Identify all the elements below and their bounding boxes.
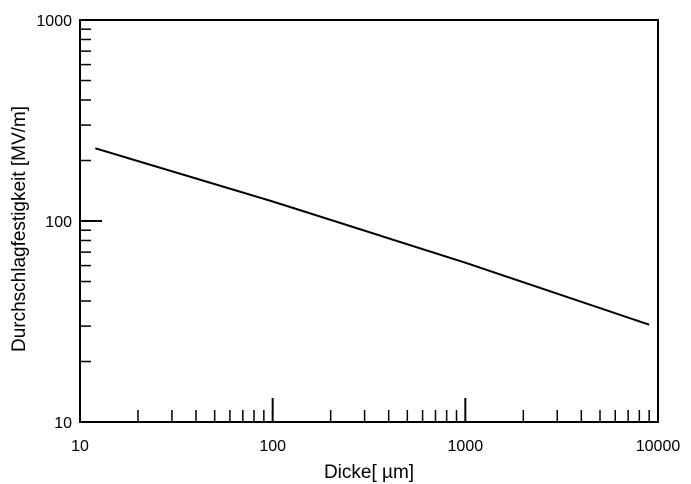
x-tick-labels: 10 100 1000 10000 xyxy=(71,438,680,455)
y-tick-labels: 10 100 1000 xyxy=(36,13,72,432)
y-tick-label: 1000 xyxy=(36,13,72,30)
y-tick-label: 10 xyxy=(54,415,72,432)
series-line xyxy=(95,147,650,326)
x-tick-label: 10000 xyxy=(636,438,681,455)
x-tick-label: 1000 xyxy=(448,438,484,455)
x-tick-label: 10 xyxy=(71,438,89,455)
y-tick-label: 100 xyxy=(45,214,72,231)
y-axis-title: Durchschlagfestigkeit [MV/m] xyxy=(9,106,30,352)
ticks xyxy=(80,28,650,422)
x-tick-label: 100 xyxy=(259,438,286,455)
x-axis-title: Dicke[ µm] xyxy=(324,462,414,483)
plot-frame xyxy=(79,19,659,423)
